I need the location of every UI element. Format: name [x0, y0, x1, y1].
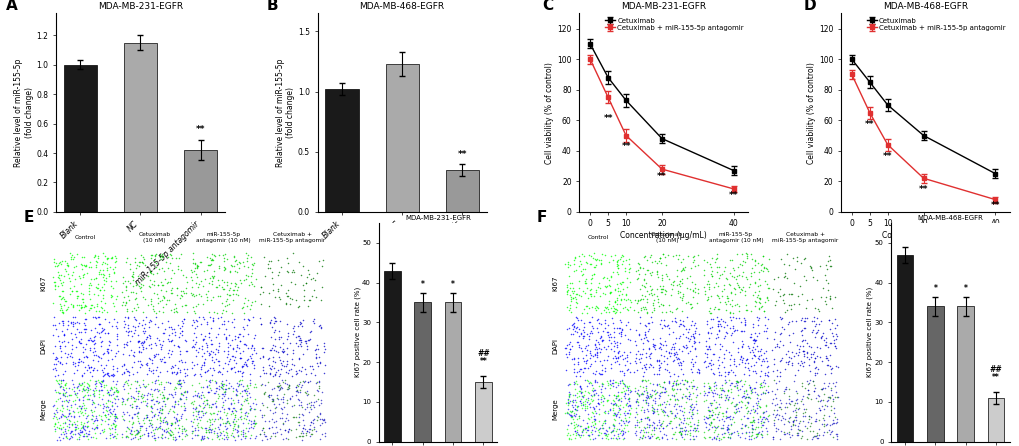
Text: Ki67: Ki67	[40, 276, 46, 291]
Bar	[986, 398, 1004, 442]
Text: **: **	[603, 114, 612, 123]
Bar	[383, 271, 400, 442]
Title: MDA-MB-468-EGFR: MDA-MB-468-EGFR	[917, 215, 982, 221]
Bar	[414, 302, 431, 442]
Text: DAPI: DAPI	[40, 339, 46, 355]
Text: *: *	[450, 280, 454, 289]
Text: **: **	[458, 150, 467, 159]
Text: 200 μm: 200 μm	[290, 428, 311, 433]
Title: MDA-MB-231-EGFR: MDA-MB-231-EGFR	[621, 2, 705, 11]
Text: Cetuximab +
miR-155-5p antagomir: Cetuximab + miR-155-5p antagomir	[259, 232, 325, 243]
Bar	[385, 64, 418, 212]
Text: D: D	[803, 0, 815, 12]
Y-axis label: Relative level of miR-155-5p
(fold change): Relative level of miR-155-5p (fold chang…	[14, 58, 34, 167]
Text: ##
**: ## **	[477, 349, 489, 366]
Bar	[64, 65, 97, 212]
Text: **: **	[864, 120, 873, 129]
Text: C: C	[542, 0, 553, 12]
Text: DAPI: DAPI	[552, 339, 558, 355]
Text: **: **	[196, 125, 205, 134]
Text: **: **	[989, 201, 1000, 211]
Bar	[124, 43, 157, 212]
X-axis label: Concentration (μg/mL): Concentration (μg/mL)	[620, 231, 706, 240]
Text: 200 μm: 200 μm	[803, 428, 823, 433]
Bar	[926, 306, 943, 442]
Text: **: **	[656, 172, 666, 182]
Text: Control: Control	[74, 235, 96, 240]
Legend: Cetuximab, Cetuximab + miR-155-5p antagomir: Cetuximab, Cetuximab + miR-155-5p antago…	[603, 17, 744, 31]
Text: Merge: Merge	[552, 399, 558, 421]
Y-axis label: Ki67 positive cell rate (%): Ki67 positive cell rate (%)	[866, 287, 872, 377]
Y-axis label: Cell viability (% of control): Cell viability (% of control)	[806, 62, 815, 164]
Y-axis label: Cell viability (% of control): Cell viability (% of control)	[545, 62, 554, 164]
Text: E: E	[24, 210, 35, 225]
Text: Control: Control	[587, 235, 608, 240]
Text: Cetuximab
(10 nM): Cetuximab (10 nM)	[139, 232, 170, 243]
Title: MDA-MB-468-EGFR: MDA-MB-468-EGFR	[360, 2, 444, 11]
Bar	[325, 89, 358, 212]
Text: B: B	[267, 0, 278, 12]
Legend: Cetuximab, Cetuximab + miR-155-5p antagomir: Cetuximab, Cetuximab + miR-155-5p antago…	[865, 17, 1006, 31]
Text: miR-155-5p
antagomir (10 nM): miR-155-5p antagomir (10 nM)	[708, 232, 762, 243]
Text: **: **	[621, 142, 630, 151]
Text: F: F	[536, 210, 546, 225]
X-axis label: Concentration (μg/mL): Concentration (μg/mL)	[881, 231, 968, 240]
Text: *: *	[932, 284, 936, 293]
Text: miR-155-5p
antagomir (10 nM): miR-155-5p antagomir (10 nM)	[196, 232, 251, 243]
Bar	[445, 170, 478, 212]
Title: MDA-MB-231-EGFR: MDA-MB-231-EGFR	[405, 215, 471, 221]
Bar	[444, 302, 461, 442]
Text: Cetuximab +
miR-155-5p antagomir: Cetuximab + miR-155-5p antagomir	[771, 232, 838, 243]
Bar	[184, 150, 217, 212]
Text: **: **	[918, 185, 927, 194]
Bar	[896, 255, 912, 442]
Text: *: *	[963, 284, 967, 293]
Text: **: **	[729, 190, 738, 200]
Text: A: A	[5, 0, 17, 12]
Y-axis label: Relative level of miR-155-5p
(fold change): Relative level of miR-155-5p (fold chang…	[275, 58, 294, 167]
Title: MDA-MB-468-EGFR: MDA-MB-468-EGFR	[882, 2, 967, 11]
Bar	[957, 306, 973, 442]
Title: MDA-MB-231-EGFR: MDA-MB-231-EGFR	[98, 2, 182, 11]
Text: Ki67: Ki67	[552, 276, 558, 291]
Text: *: *	[421, 280, 424, 289]
Text: ##
**: ## **	[988, 365, 1002, 382]
Text: Merge: Merge	[40, 399, 46, 421]
Y-axis label: Ki67 positive cell rate (%): Ki67 positive cell rate (%)	[354, 287, 361, 377]
Text: Cetuximab
(10 nM): Cetuximab (10 nM)	[650, 232, 683, 243]
Text: **: **	[882, 153, 892, 161]
Bar	[475, 382, 491, 442]
